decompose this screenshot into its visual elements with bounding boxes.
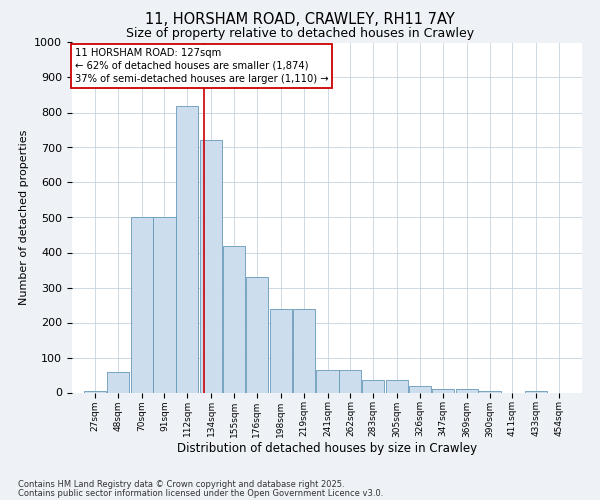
- Text: 11, HORSHAM ROAD, CRAWLEY, RH11 7AY: 11, HORSHAM ROAD, CRAWLEY, RH11 7AY: [145, 12, 455, 28]
- X-axis label: Distribution of detached houses by size in Crawley: Distribution of detached houses by size …: [177, 442, 477, 455]
- Text: Contains HM Land Registry data © Crown copyright and database right 2025.: Contains HM Land Registry data © Crown c…: [18, 480, 344, 489]
- Bar: [270, 308, 292, 392]
- Bar: [455, 389, 478, 392]
- Bar: [525, 391, 547, 392]
- Bar: [316, 370, 338, 392]
- Bar: [223, 246, 245, 392]
- Bar: [386, 380, 408, 392]
- Text: 11 HORSHAM ROAD: 127sqm
← 62% of detached houses are smaller (1,874)
37% of semi: 11 HORSHAM ROAD: 127sqm ← 62% of detache…: [74, 48, 328, 84]
- Bar: [432, 389, 454, 392]
- Bar: [200, 140, 222, 392]
- Bar: [131, 218, 152, 392]
- Bar: [293, 308, 314, 392]
- Bar: [107, 372, 129, 392]
- Bar: [340, 370, 361, 392]
- Bar: [409, 386, 431, 392]
- Bar: [154, 218, 176, 392]
- Bar: [362, 380, 384, 392]
- Text: Contains public sector information licensed under the Open Government Licence v3: Contains public sector information licen…: [18, 490, 383, 498]
- Bar: [84, 391, 106, 392]
- Text: Size of property relative to detached houses in Crawley: Size of property relative to detached ho…: [126, 28, 474, 40]
- Y-axis label: Number of detached properties: Number of detached properties: [19, 130, 29, 305]
- Bar: [246, 277, 268, 392]
- Bar: [176, 106, 199, 393]
- Bar: [478, 391, 500, 392]
